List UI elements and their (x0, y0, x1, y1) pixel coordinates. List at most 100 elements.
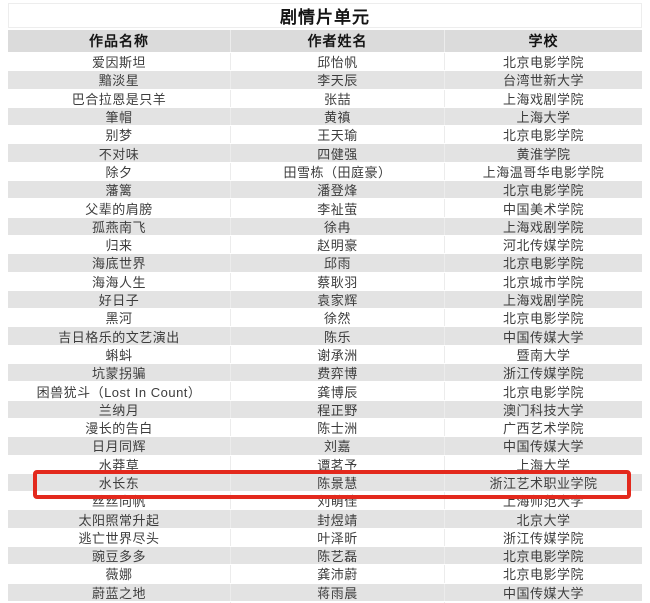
table-row: 不对味 四健强 黄淮学院 (8, 144, 642, 162)
table-row: 爱因斯坦 邱怡帆 北京电影学院 (8, 53, 642, 71)
school-cell: 上海大学 (445, 455, 642, 473)
work-cell: 豌豆多多 (8, 547, 230, 565)
author-cell: 邱怡帆 (231, 53, 444, 71)
table-row: 蝌蚪 谢承洲 暨南大学 (8, 345, 642, 364)
table-row: 别梦 王天瑜 北京电影学院 (8, 126, 642, 144)
table-row: 水莽草 谭茗予 上海大学 (8, 455, 642, 473)
table-row: 漫长的告白 陈士洲 广西艺术学院 (8, 418, 642, 437)
table-header-row: 作品名称 作者姓名 学校 (8, 30, 642, 52)
table-row: 豌豆多多 陈艺磊 北京电影学院 (8, 547, 642, 565)
author-cell: 刘嘉 (231, 437, 444, 455)
author-cell: 费弈博 (231, 364, 444, 382)
author-cell (231, 601, 444, 603)
author-cell: 谭茗予 (231, 455, 444, 473)
school-cell: 北京电影学院 (445, 382, 642, 400)
school-cell: 上海戏剧学院 (445, 89, 642, 107)
table-row: 困兽犹斗（Lost In Count） 龚博辰 北京电影学院 (8, 382, 642, 400)
school-cell: 北京电影学院 (445, 181, 642, 199)
table-row: 海底世界 邱雨 北京电影学院 (8, 254, 642, 272)
table-row: 海海人生 蔡耿羽 北京城市学院 (8, 272, 642, 290)
school-cell: 中国传媒大学 (445, 437, 642, 455)
table-row: 除夕 田雪栋（田庭豪） 上海温哥华电影学院 (8, 162, 642, 181)
author-cell: 陈乐 (231, 327, 444, 345)
table-row: 日月同辉 刘嘉 中国传媒大学 (8, 437, 642, 455)
table-row: 兰纳月 程正野 澳门科技大学 (8, 400, 642, 418)
author-cell: 田雪栋（田庭豪） (231, 162, 444, 181)
author-cell: 刘萌佳 (231, 492, 444, 510)
header-author-name: 作者姓名 (231, 30, 444, 52)
author-cell: 潘登烽 (231, 181, 444, 199)
table-row: 丝丝向帆 刘萌佳 上海师范大学 (8, 492, 642, 510)
work-cell: 巴合拉恩是只羊 (8, 89, 230, 107)
work-cell: 薇娜 (8, 565, 230, 583)
school-cell: 澳门科技大学 (445, 400, 642, 418)
work-cell: 藩篱 (8, 181, 230, 199)
table-row: 黯淡星 李天辰 台湾世新大学 (8, 71, 642, 89)
author-cell: 袁家辉 (231, 290, 444, 309)
work-cell: 筆帽 (8, 107, 230, 126)
author-cell: 封煜靖 (231, 510, 444, 528)
school-cell (445, 601, 642, 603)
results-table: 作品名称 作者姓名 学校 爱因斯坦 邱怡帆 北京电影学院 黯淡星 李天辰 台湾世新大学 巴合… (8, 30, 642, 603)
table-row-partial (8, 601, 642, 603)
work-cell: 吉日格乐的文艺演出 (8, 327, 230, 345)
author-cell: 徐冉 (231, 217, 444, 235)
work-cell: 好日子 (8, 290, 230, 309)
author-cell: 四健强 (231, 144, 444, 162)
work-cell: 除夕 (8, 162, 230, 181)
page-title: 剧情片单元 (8, 3, 642, 28)
school-cell: 北京电影学院 (445, 126, 642, 144)
work-cell: 漫长的告白 (8, 418, 230, 437)
work-cell: 蝌蚪 (8, 345, 230, 364)
work-cell: 日月同辉 (8, 437, 230, 455)
school-cell: 上海戏剧学院 (445, 290, 642, 309)
author-cell: 邱雨 (231, 254, 444, 272)
work-cell: 困兽犹斗（Lost In Count） (8, 382, 230, 400)
table-row: 坑蒙拐骗 费弈博 浙江传媒学院 (8, 364, 642, 382)
author-cell: 黄禛 (231, 107, 444, 126)
table-body: 爱因斯坦 邱怡帆 北京电影学院 黯淡星 李天辰 台湾世新大学 巴合拉恩是只羊 张喆 上海戏剧学院… (8, 53, 642, 603)
table-row: 父辈的肩膀 李祉萤 中国美术学院 (8, 199, 642, 217)
table-row: 筆帽 黄禛 上海大学 (8, 107, 642, 126)
author-cell: 赵明豪 (231, 235, 444, 254)
work-cell: 父辈的肩膀 (8, 199, 230, 217)
work-cell: 蔚蓝之地 (8, 583, 230, 601)
school-cell: 北京大学 (445, 510, 642, 528)
table-row: 巴合拉恩是只羊 张喆 上海戏剧学院 (8, 89, 642, 107)
table-row: 黑河 徐然 北京电影学院 (8, 309, 642, 327)
author-cell: 陈士洲 (231, 418, 444, 437)
school-cell: 广西艺术学院 (445, 418, 642, 437)
table-row: 归来 赵明豪 河北传媒学院 (8, 235, 642, 254)
table-row: 吉日格乐的文艺演出 陈乐 中国传媒大学 (8, 327, 642, 345)
table-row: 逃亡世界尽头 叶泽昕 浙江传媒学院 (8, 528, 642, 547)
school-cell: 中国美术学院 (445, 199, 642, 217)
school-cell: 北京电影学院 (445, 254, 642, 272)
work-cell: 爱因斯坦 (8, 53, 230, 71)
table-row: 薇娜 龚沛蔚 北京电影学院 (8, 565, 642, 583)
school-cell: 上海温哥华电影学院 (445, 162, 642, 181)
author-cell: 龚博辰 (231, 382, 444, 400)
work-cell: 不对味 (8, 144, 230, 162)
work-cell: 水莽草 (8, 455, 230, 473)
author-cell: 谢承洲 (231, 345, 444, 364)
table-row: 水长东 陈景慧 浙江艺术职业学院 (8, 473, 642, 492)
school-cell: 上海大学 (445, 107, 642, 126)
author-cell: 蔡耿羽 (231, 272, 444, 290)
work-cell: 归来 (8, 235, 230, 254)
work-cell: 丝丝向帆 (8, 492, 230, 510)
work-cell: 坑蒙拐骗 (8, 364, 230, 382)
school-cell: 上海师范大学 (445, 492, 642, 510)
school-cell: 北京电影学院 (445, 309, 642, 327)
work-cell: 海底世界 (8, 254, 230, 272)
table-row: 太阳照常升起 封煜靖 北京大学 (8, 510, 642, 528)
author-cell: 陈艺磊 (231, 547, 444, 565)
work-cell: 太阳照常升起 (8, 510, 230, 528)
table-row: 蔚蓝之地 蒋雨晨 中国传媒大学 (8, 583, 642, 601)
school-cell: 台湾世新大学 (445, 71, 642, 89)
work-cell: 海海人生 (8, 272, 230, 290)
author-cell: 蒋雨晨 (231, 583, 444, 601)
author-cell: 张喆 (231, 89, 444, 107)
school-cell: 暨南大学 (445, 345, 642, 364)
work-cell: 黑河 (8, 309, 230, 327)
